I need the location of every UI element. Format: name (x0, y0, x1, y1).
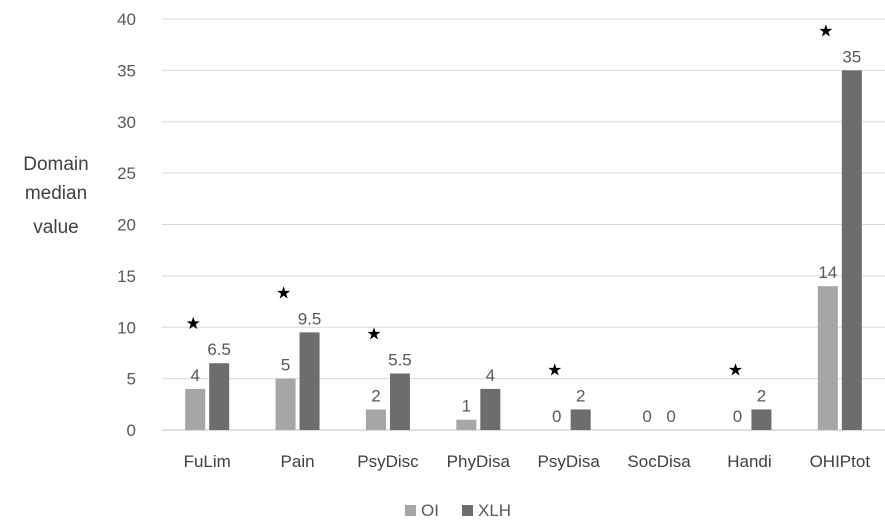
legend: OI XLH (405, 501, 511, 520)
data-label-xlh: 4 (486, 366, 495, 385)
bar-oi (817, 286, 838, 430)
legend-label-xlh: XLH (478, 501, 511, 520)
y-tick-label: 5 (127, 370, 136, 389)
bar-oi (456, 419, 477, 430)
y-tick-label: 30 (117, 113, 136, 132)
data-label-oi: 0 (642, 407, 651, 426)
y-tick-label: 10 (117, 318, 136, 337)
y-tick-label: 35 (117, 61, 136, 80)
y-axis-ticks: 0 5 10 15 20 25 30 35 40 (117, 10, 136, 440)
legend-label-oi: OI (421, 501, 439, 520)
y-tick-label: 40 (117, 10, 136, 29)
significance-star: ★ (186, 314, 201, 334)
bars (185, 70, 862, 430)
x-axis-categories: FuLim Pain PsyDisc PhyDisa PsyDisa SocDisa Han… (184, 452, 871, 471)
bar-xlh (209, 363, 230, 430)
data-label-oi: 2 (371, 386, 380, 405)
data-label-oi: 1 (462, 397, 471, 416)
data-label-xlh: 0 (666, 407, 675, 426)
legend-swatch-xlh (462, 505, 473, 516)
category-label: SocDisa (627, 452, 691, 471)
category-label: PhyDisa (447, 452, 511, 471)
category-label: Handi (727, 452, 771, 471)
bar-oi (365, 409, 386, 430)
y-tick-label: 25 (117, 164, 136, 183)
data-label-oi: 0 (733, 407, 742, 426)
significance-star: ★ (276, 283, 291, 303)
data-label-xlh: 6.5 (207, 340, 231, 359)
bar-oi (185, 388, 206, 430)
y-axis-label: Domain median value (23, 154, 88, 238)
y-axis-label-line-1: Domain (23, 154, 88, 175)
bar-xlh (751, 409, 772, 430)
legend-swatch-oi (405, 505, 416, 516)
bar-xlh (841, 70, 862, 430)
significance-star: ★ (547, 360, 562, 380)
data-label-xlh: 5.5 (388, 350, 412, 369)
category-label: FuLim (184, 452, 231, 471)
data-label-xlh: 2 (757, 386, 766, 405)
data-label-xlh: 2 (576, 386, 585, 405)
y-tick-label: 20 (117, 216, 136, 235)
y-tick-label: 0 (127, 421, 136, 440)
category-label: PsyDisa (538, 452, 601, 471)
significance-star: ★ (728, 360, 743, 380)
y-tick-label: 15 (117, 267, 136, 286)
category-label: Pain (281, 452, 315, 471)
significance-star: ★ (818, 21, 833, 41)
y-axis-label-line-3: value (33, 217, 78, 238)
data-label-xlh: 35 (842, 47, 861, 66)
significance-star: ★ (366, 324, 381, 344)
bar-oi (275, 378, 296, 430)
data-label-oi: 5 (281, 356, 290, 375)
data-label-oi: 4 (190, 366, 199, 385)
data-label-oi: 14 (818, 263, 837, 282)
data-label-xlh: 9.5 (298, 309, 322, 328)
bar-xlh (389, 373, 410, 430)
category-label: OHIPtot (810, 452, 871, 471)
category-label: PsyDisc (357, 452, 419, 471)
bar-xlh (480, 388, 501, 430)
gridlines (162, 18, 885, 431)
bar-xlh (299, 332, 320, 430)
data-label-oi: 0 (552, 407, 561, 426)
bar-xlh (570, 409, 591, 430)
y-axis-label-line-2: median (25, 183, 87, 204)
significance-markers: ★ ★ ★ ★ ★ ★ (186, 21, 834, 380)
